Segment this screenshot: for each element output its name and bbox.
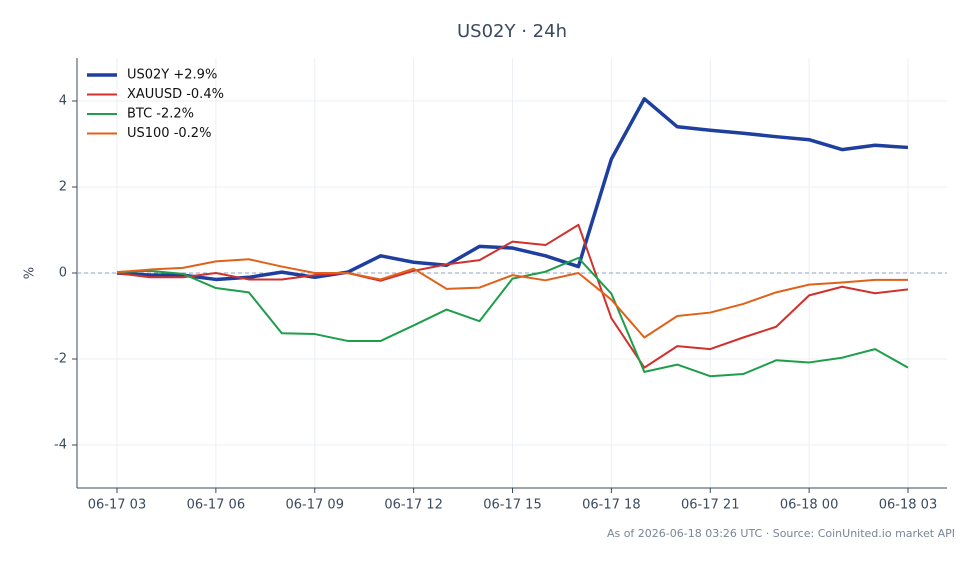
legend-label: US02Y +2.9%	[127, 68, 217, 83]
x-tick-label: 06-17 09	[286, 498, 344, 513]
y-axis-label: %	[23, 267, 38, 279]
y-tick-label: 2	[59, 180, 67, 195]
x-tick-label: 06-18 03	[879, 498, 937, 513]
x-tick-label: 06-17 15	[483, 498, 541, 513]
x-tick-label: 06-17 18	[582, 498, 640, 513]
chart-title: US02Y · 24h	[457, 21, 567, 42]
series-line	[116, 97, 909, 282]
legend-label: BTC -2.2%	[127, 107, 194, 122]
y-tick-label: 0	[59, 266, 67, 281]
series-line	[116, 256, 909, 378]
series-line	[116, 223, 909, 369]
x-tick-label: 06-17 06	[187, 498, 245, 513]
y-tick-label: -4	[54, 438, 67, 453]
x-tick-label: 06-17 12	[384, 498, 442, 513]
legend-label: US100 -0.2%	[127, 126, 211, 141]
x-tick-label: 06-17 03	[88, 498, 146, 513]
x-tick-label: 06-18 00	[780, 498, 838, 513]
footer: As of 2026-06-18 03:26 UTC · Source: Coi…	[607, 527, 955, 540]
x-tick-label: 06-17 21	[681, 498, 739, 513]
series-line	[116, 258, 908, 339]
legend-label: XAUUSD -0.4%	[127, 87, 224, 102]
y-tick-label: -2	[54, 352, 67, 367]
y-tick-label: 4	[59, 94, 67, 109]
